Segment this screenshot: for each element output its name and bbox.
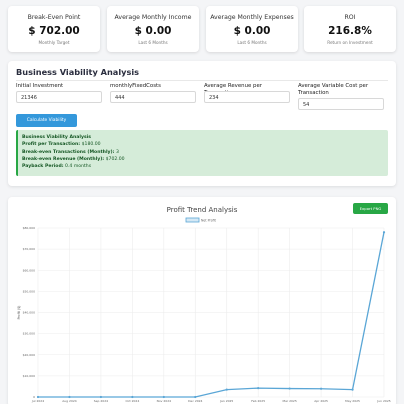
x-tick-label: Jun 2025 xyxy=(376,399,390,403)
result-value: 0.4 months xyxy=(65,164,92,170)
export-png-button[interactable]: Export PNG xyxy=(353,203,388,214)
stat-card-avg-income: Average Monthly Income $ 0.00 Last 6 Mon… xyxy=(107,6,199,52)
monthly-fixed-costs-label: monthlyFixedCosts xyxy=(110,83,161,89)
avg-revenue-input[interactable]: 234 xyxy=(204,91,290,103)
stat-card-avg-expenses: Average Monthly Expenses $ 0.00 Last 6 M… xyxy=(206,6,298,52)
data-point xyxy=(257,387,260,390)
y-tick-label: $50,000 xyxy=(23,289,35,293)
monthly-fixed-costs-input[interactable]: 444 xyxy=(110,91,196,103)
x-tick-label: Aug 2024 xyxy=(62,399,77,403)
x-tick-label: Jul 2024 xyxy=(31,399,44,403)
legend-swatch xyxy=(185,217,200,223)
stat-value: $ 0.00 xyxy=(233,25,271,37)
y-tick-label: $80,000 xyxy=(23,226,35,230)
stat-value: $ 702.00 xyxy=(28,25,80,37)
data-point xyxy=(382,231,386,234)
stat-title: ROI xyxy=(344,14,356,21)
divider xyxy=(16,80,388,81)
y-tick-label: $70,000 xyxy=(23,247,35,251)
stat-subtitle: Return on Investment xyxy=(327,40,373,45)
series-line xyxy=(38,232,385,398)
result-label: Break-even Transactions (Monthly): xyxy=(22,149,115,155)
viability-result: Business Viability Analysis Profit per T… xyxy=(16,130,388,176)
chart-title: Profit Trend Analysis xyxy=(167,206,238,214)
data-point xyxy=(162,395,165,399)
stat-title: Break-Even Point xyxy=(27,14,81,21)
result-label: Profit per Transaction: xyxy=(22,142,81,148)
viability-panel: Business Viability Analysis Initial Inve… xyxy=(8,61,396,186)
data-point xyxy=(68,395,71,399)
stat-subtitle: Last 6 Months xyxy=(237,40,267,45)
stat-subtitle: Last 6 Months xyxy=(138,40,168,45)
result-label: Break-even Revenue (Monthly): xyxy=(22,156,105,162)
data-point xyxy=(288,387,291,390)
data-point xyxy=(194,395,197,399)
profit-chart-panel: Export PNG Profit Trend Analysis Net Prof… xyxy=(8,197,396,404)
result-line-payback: Payback Period: 0.4 months xyxy=(22,163,388,170)
stat-card-roi: ROI 216.8% Return on Investment xyxy=(304,6,396,52)
x-tick-label: Feb 2025 xyxy=(251,399,265,403)
stat-value: 216.8% xyxy=(328,25,372,37)
y-tick-label: $20,000 xyxy=(23,353,35,357)
data-point xyxy=(351,388,354,391)
data-point xyxy=(99,395,103,399)
stat-subtitle: Monthly Target xyxy=(38,40,70,45)
x-tick-label: Oct 2024 xyxy=(125,399,139,403)
result-line-revenue: Break-even Revenue (Monthly): $702.00 xyxy=(22,156,388,163)
avg-variable-cost-label: Average Variable Cost per Transaction xyxy=(298,83,369,96)
stat-title: Average Monthly Income xyxy=(114,14,192,21)
viability-title: Business Viability Analysis xyxy=(16,67,140,77)
data-point xyxy=(36,395,40,399)
result-heading-text: Business Viability Analysis xyxy=(22,135,92,140)
x-tick-label: Sep 2024 xyxy=(94,399,108,403)
result-line-transactions: Break-even Transactions (Monthly): 3 xyxy=(22,149,388,156)
result-value: 3 xyxy=(115,149,119,155)
avg-variable-cost-input[interactable]: 54 xyxy=(298,98,384,110)
x-tick-label: Nov 2024 xyxy=(157,399,172,403)
stat-value: $ 0.00 xyxy=(134,25,172,37)
calculate-viability-button[interactable]: Calculate Viability xyxy=(16,114,77,127)
y-tick-label: $10,000 xyxy=(23,374,35,378)
initial-investment-input[interactable]: 21346 xyxy=(16,91,102,103)
result-label: Payback Period: xyxy=(22,164,64,170)
x-tick-label: Dec 2024 xyxy=(188,399,202,403)
x-tick-label: Apr 2025 xyxy=(314,399,328,403)
x-tick-label: May 2025 xyxy=(345,399,360,403)
stat-row: Break-Even Point $ 702.00 Monthly Target… xyxy=(8,6,396,52)
x-tick-label: Mar 2025 xyxy=(283,399,297,403)
stat-card-break-even: Break-Even Point $ 702.00 Monthly Target xyxy=(8,6,100,52)
y-axis-label: Profit ($) xyxy=(17,306,21,320)
data-point xyxy=(319,387,323,390)
y-tick-label: $30,000 xyxy=(23,332,35,336)
result-value: $180.00 xyxy=(81,142,101,148)
data-point xyxy=(131,395,134,399)
result-value: $702.00 xyxy=(105,156,125,162)
result-heading: Business Viability Analysis xyxy=(22,134,388,141)
profit-trend-chart: Profit Trend Analysis Net Profit 0 $10,000 $… xyxy=(17,206,391,403)
y-tick-label: $40,000 xyxy=(23,311,35,315)
y-tick-label: 0 xyxy=(33,395,35,399)
result-line-profit: Profit per Transaction: $180.00 xyxy=(22,141,388,148)
initial-investment-label: Initial Investment xyxy=(16,83,64,89)
stat-title: Average Monthly Expenses xyxy=(210,14,294,21)
x-tick-label: Jan 2025 xyxy=(219,399,233,403)
data-point xyxy=(225,388,228,391)
legend-label: Net Profit xyxy=(201,219,217,223)
y-tick-label: $60,000 xyxy=(23,268,35,272)
